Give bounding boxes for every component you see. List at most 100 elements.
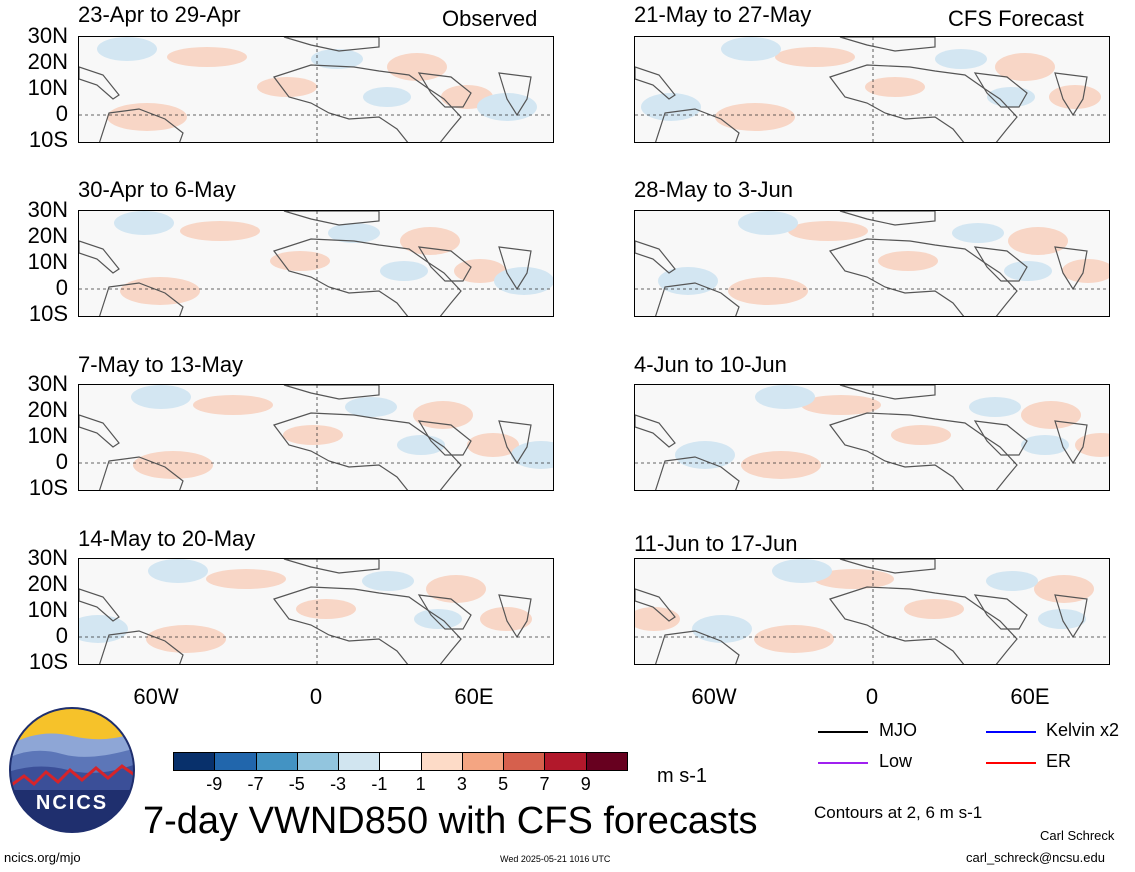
lat-label: 30N bbox=[27, 197, 68, 222]
negative-anomaly-shading bbox=[986, 571, 1038, 591]
positive-anomaly-shading bbox=[1075, 433, 1109, 457]
coastline bbox=[839, 385, 936, 400]
coastline bbox=[498, 420, 532, 465]
legend-kelvin-label: Kelvin x2 bbox=[1046, 720, 1120, 740]
map-panel-observed-4 bbox=[78, 558, 554, 665]
positive-anomaly-shading bbox=[400, 227, 460, 255]
colorbar-swatch bbox=[585, 752, 628, 771]
lat-label: 10N bbox=[27, 75, 68, 100]
panel-title-7: 4-Jun to 10-Jun bbox=[634, 352, 787, 377]
coastline bbox=[273, 64, 462, 142]
colorbar-tick-label: 3 bbox=[456, 774, 467, 794]
colorbar-tick-label: -5 bbox=[288, 774, 305, 794]
map-svg bbox=[79, 385, 553, 490]
positive-anomaly-shading bbox=[413, 401, 473, 429]
panel-title-6: 28-May to 3-Jun bbox=[634, 177, 793, 202]
panel-title-3: 7-May to 13-May bbox=[78, 352, 244, 377]
negative-anomaly-shading bbox=[477, 93, 537, 121]
coastline bbox=[283, 559, 380, 574]
coastline bbox=[79, 66, 120, 100]
negative-anomaly-shading bbox=[1004, 261, 1052, 281]
positive-anomaly-shading bbox=[715, 103, 795, 131]
positive-anomaly-shading bbox=[741, 451, 821, 479]
colorbar-swatch bbox=[214, 752, 257, 771]
legend-low-line bbox=[818, 762, 868, 764]
coastline bbox=[417, 420, 472, 456]
positive-anomaly-shading bbox=[167, 47, 247, 67]
lon-label-0-left: 0 bbox=[309, 684, 323, 709]
positive-anomaly-shading bbox=[387, 53, 447, 81]
colorbar-tick-label: -9 bbox=[206, 774, 223, 794]
lat-label: 0 bbox=[55, 101, 68, 126]
coastline bbox=[79, 588, 120, 622]
coastline bbox=[79, 240, 120, 274]
coastline bbox=[635, 66, 676, 100]
coastline bbox=[417, 72, 472, 108]
logo-text: NCICS bbox=[35, 792, 109, 814]
positive-anomaly-shading bbox=[283, 425, 343, 445]
negative-anomaly-shading bbox=[952, 223, 1004, 243]
coastline bbox=[635, 414, 676, 448]
coastline bbox=[79, 414, 120, 448]
positive-anomaly-shading bbox=[1034, 575, 1094, 603]
negative-anomaly-shading bbox=[772, 559, 832, 583]
lat-label: 10N bbox=[27, 597, 68, 622]
coastline bbox=[973, 420, 1028, 456]
positive-anomaly-shading bbox=[775, 47, 855, 67]
negative-anomaly-shading bbox=[721, 37, 781, 61]
negative-anomaly-shading bbox=[511, 441, 553, 469]
legend-er-line bbox=[986, 762, 1036, 764]
map-svg bbox=[79, 211, 553, 316]
lon-label-60w-left: 60W bbox=[133, 684, 179, 709]
lat-label: 30N bbox=[27, 371, 68, 396]
colorbar-tick-label: 7 bbox=[539, 774, 550, 794]
negative-anomaly-shading bbox=[675, 441, 735, 469]
panel-title-2: 30-Apr to 6-May bbox=[78, 177, 236, 202]
ncics-logo: NCICS bbox=[8, 706, 136, 834]
coastline bbox=[655, 456, 740, 490]
map-svg bbox=[635, 559, 1109, 664]
colorbar: -9 -7 -5 -3 -1 1 3 5 7 9 bbox=[173, 752, 628, 794]
legend-mjo-label: MJO bbox=[879, 720, 917, 740]
map-panel-forecast-1 bbox=[634, 36, 1110, 143]
positive-anomaly-shading bbox=[865, 77, 925, 97]
coastline bbox=[283, 211, 380, 226]
positive-anomaly-shading bbox=[635, 607, 680, 631]
coastline bbox=[273, 412, 462, 490]
lon-label-60e-left: 60E bbox=[454, 684, 494, 709]
negative-anomaly-shading bbox=[79, 615, 128, 643]
negative-anomaly-shading bbox=[362, 571, 414, 591]
lat-label: 0 bbox=[55, 449, 68, 474]
legend-er-label: ER bbox=[1046, 751, 1072, 771]
coastline bbox=[1054, 246, 1088, 291]
lat-label: 10N bbox=[27, 423, 68, 448]
positive-anomaly-shading bbox=[180, 221, 260, 241]
coastline bbox=[498, 246, 532, 291]
coastline bbox=[283, 37, 380, 52]
positive-anomaly-shading bbox=[728, 277, 808, 305]
colorbar-tick-label: -1 bbox=[371, 774, 388, 794]
lat-label: 10S bbox=[28, 475, 68, 500]
coastline bbox=[498, 72, 532, 117]
map-panel-observed-1 bbox=[78, 36, 554, 143]
positive-anomaly-shading bbox=[814, 569, 894, 589]
colorbar-tick-label: 9 bbox=[580, 774, 591, 794]
colorbar-swatch bbox=[338, 752, 381, 771]
coastline bbox=[417, 594, 472, 630]
lon-label-60w-right: 60W bbox=[691, 684, 737, 709]
positive-anomaly-shading bbox=[878, 251, 938, 271]
coastline bbox=[973, 246, 1028, 282]
lat-label: 20N bbox=[27, 571, 68, 596]
map-svg bbox=[635, 211, 1109, 316]
negative-anomaly-shading bbox=[738, 211, 798, 235]
coastline bbox=[99, 108, 184, 142]
negative-anomaly-shading bbox=[935, 49, 987, 69]
panel-title-5: 21-May to 27-May bbox=[634, 2, 812, 27]
legend-kelvin-line bbox=[986, 731, 1036, 733]
main-title: 7-day VWND850 with CFS forecasts bbox=[143, 800, 758, 842]
positive-anomaly-shading bbox=[206, 569, 286, 589]
positive-anomaly-shading bbox=[788, 221, 868, 241]
colorbar-tick-label: -7 bbox=[247, 774, 264, 794]
negative-anomaly-shading bbox=[755, 385, 815, 409]
coastline bbox=[655, 282, 740, 316]
